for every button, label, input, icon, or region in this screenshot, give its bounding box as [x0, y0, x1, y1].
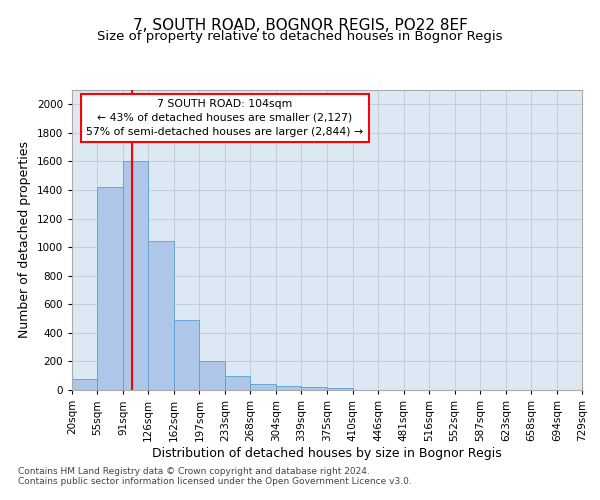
- Bar: [97, 187, 123, 390]
- Bar: [199, 362, 225, 390]
- Bar: [225, 376, 250, 390]
- Bar: [250, 384, 276, 390]
- Bar: [328, 388, 353, 390]
- Y-axis label: Number of detached properties: Number of detached properties: [18, 142, 31, 338]
- Bar: [148, 242, 174, 390]
- Bar: [72, 378, 97, 390]
- Text: Size of property relative to detached houses in Bognor Regis: Size of property relative to detached ho…: [97, 30, 503, 43]
- Text: 7 SOUTH ROAD: 104sqm
← 43% of detached houses are smaller (2,127)
57% of semi-de: 7 SOUTH ROAD: 104sqm ← 43% of detached h…: [86, 99, 364, 137]
- X-axis label: Distribution of detached houses by size in Bognor Regis: Distribution of detached houses by size …: [152, 446, 502, 460]
- Text: 7, SOUTH ROAD, BOGNOR REGIS, PO22 8EF: 7, SOUTH ROAD, BOGNOR REGIS, PO22 8EF: [133, 18, 467, 32]
- Bar: [123, 162, 148, 390]
- Bar: [276, 386, 301, 390]
- Text: Contains HM Land Registry data © Crown copyright and database right 2024.: Contains HM Land Registry data © Crown c…: [18, 467, 370, 476]
- Text: Contains public sector information licensed under the Open Government Licence v3: Contains public sector information licen…: [18, 477, 412, 486]
- Bar: [174, 320, 199, 390]
- Bar: [301, 387, 328, 390]
